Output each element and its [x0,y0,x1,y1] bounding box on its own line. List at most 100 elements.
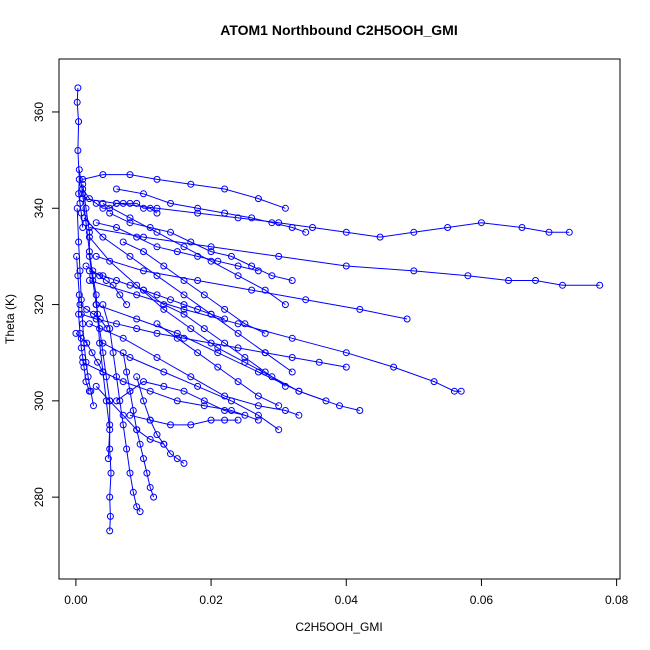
data-point [119,421,127,429]
data-point [241,358,249,366]
data-point [194,382,202,390]
x-axis-label: C2H5OOH_GMI [295,620,382,634]
data-point [75,310,83,318]
data-point [221,407,229,414]
series-line [82,361,259,421]
data-point [261,368,269,376]
data-point [214,344,222,352]
data-point [180,291,188,299]
data-point [73,204,81,212]
data-point [133,291,141,299]
data-point [89,267,97,275]
data-point [342,262,350,270]
data-point [126,281,134,289]
data-point [85,387,93,395]
series-line [89,323,300,416]
data-point [241,354,249,361]
data-point [180,243,188,251]
data-point [207,310,215,318]
series-trajectory [99,301,144,516]
data-point [390,363,398,371]
data-point [96,325,104,333]
data-point [194,204,202,212]
data-point [194,252,202,260]
data-point [207,416,215,424]
data-point [234,344,242,352]
data-point [596,281,604,289]
data-point [309,224,316,231]
data-point [76,301,84,309]
data-point [75,190,83,198]
data-point [180,334,188,342]
data-point [106,527,114,535]
y-axis: 280 300 320 340 360 [32,102,59,507]
data-point [160,368,168,376]
data-point [167,421,174,429]
data-point [153,320,161,328]
data-point [167,228,174,236]
x-tick-label: 0.06 [470,593,494,607]
data-point [72,329,80,337]
x-tick-label: 0.02 [199,593,223,607]
data-point [241,320,249,328]
data-point [104,455,112,463]
series-trajectory [72,329,107,376]
data-point [336,402,343,410]
x-tick-label: 0.04 [335,593,359,607]
data-point [85,195,93,203]
data-point [221,416,229,424]
data-point [126,171,134,179]
data-point [146,484,154,491]
data-point [281,382,289,390]
data-point [113,185,120,193]
data-point [96,339,104,347]
data-point [133,503,141,511]
data-point [75,175,83,183]
data-point [90,402,97,410]
data-point [207,257,215,265]
data-point [559,281,566,289]
y-tick-label: 340 [32,198,46,218]
series-line [96,222,259,272]
data-point [457,387,465,395]
data-point [275,402,283,410]
data-point [173,397,181,405]
data-point [207,339,215,347]
data-point [133,233,141,241]
data-point [275,426,283,434]
data-point [160,305,168,313]
data-point [126,411,134,419]
data-point [153,329,161,337]
data-point [295,411,303,419]
data-point [73,252,81,260]
data-point [99,204,107,212]
series-trajectory [76,301,111,333]
series-trajectory [73,84,87,231]
data-point [150,493,158,501]
data-point [403,315,411,323]
series-line [89,270,225,320]
data-point [221,315,229,323]
data-point [545,228,553,236]
data-point [77,334,85,342]
data-point [133,315,141,323]
y-axis-label: Theta (K) [3,294,17,344]
data-point [214,257,222,265]
data-point [261,329,269,337]
data-point [227,397,235,405]
data-point [261,286,269,294]
data-point [207,248,215,256]
data-point [119,334,127,342]
data-point [133,325,141,333]
data-point [281,301,289,309]
data-point [92,291,100,299]
data-point [281,204,289,212]
data-point [187,373,195,381]
series-trajectory [119,349,158,501]
data-point [106,426,114,434]
series-trajectory [99,199,289,309]
x-axis: 0.00 0.02 0.04 0.06 0.08 [64,579,629,607]
data-point [82,378,90,386]
data-point [194,305,202,313]
